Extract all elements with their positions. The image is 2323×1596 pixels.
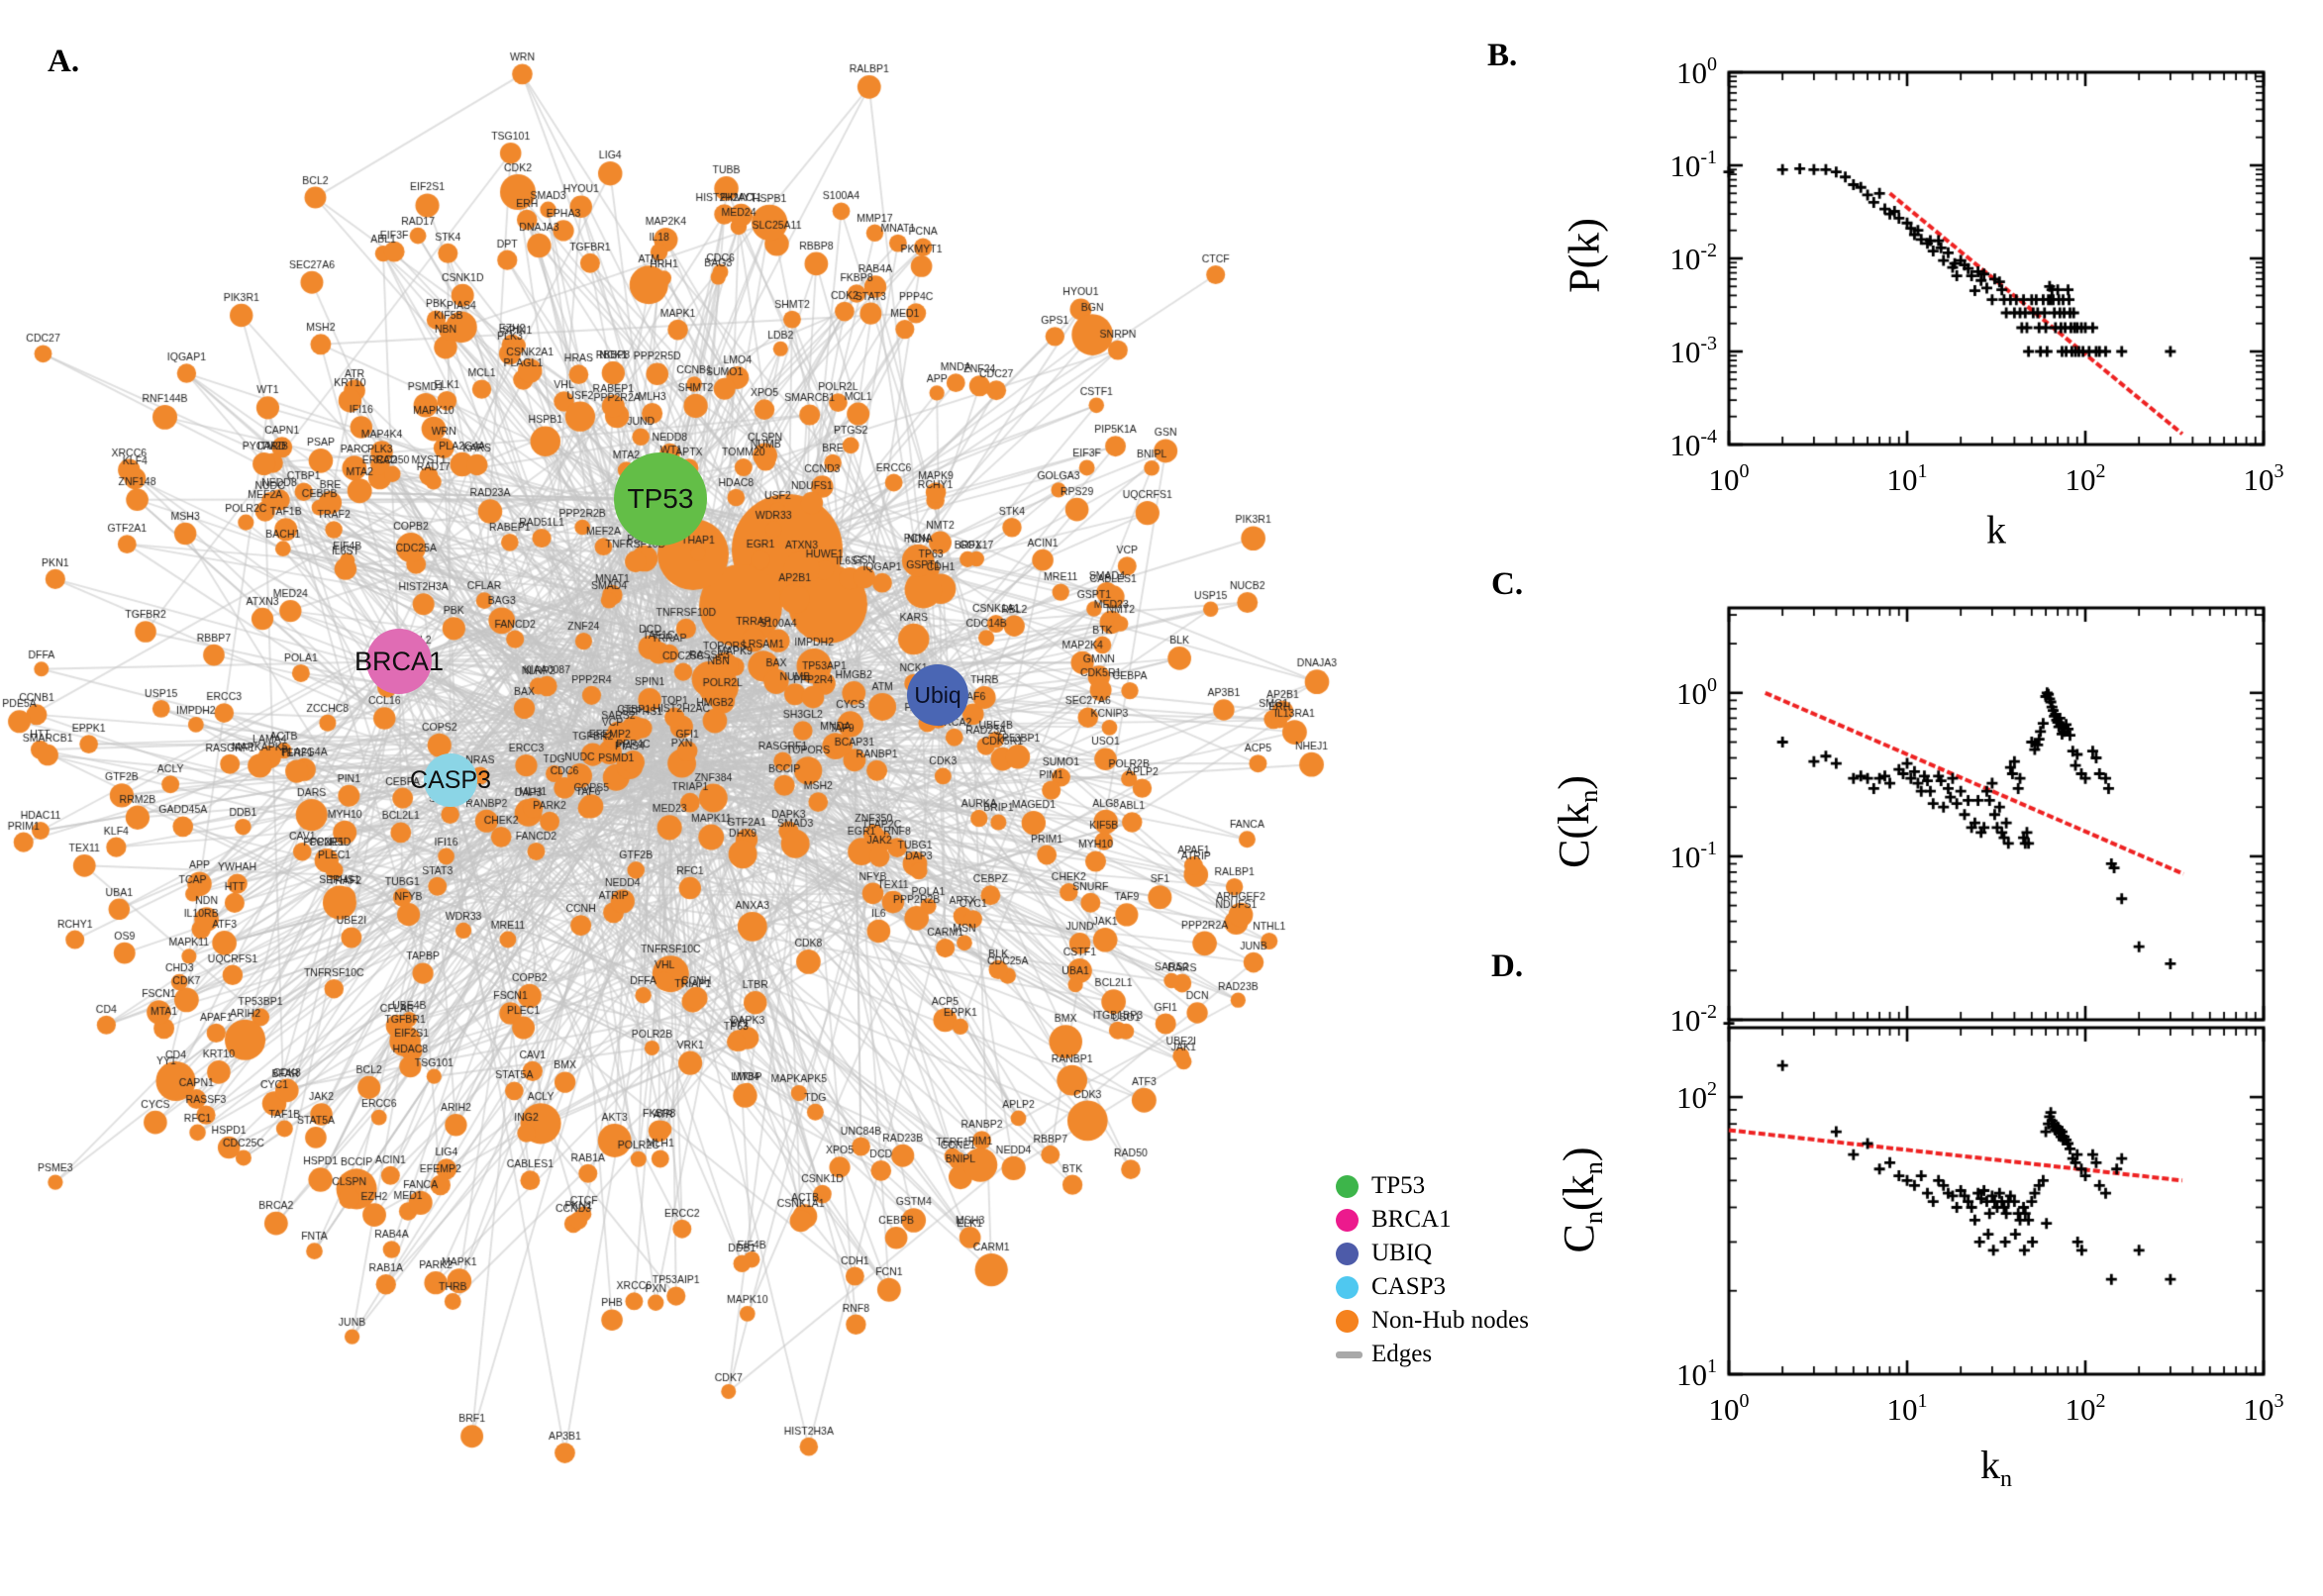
- hub-label-ubiq: Ubiq: [914, 681, 961, 708]
- cnkn-x-tick-label: 103: [2243, 1390, 2284, 1427]
- pk-x-axis-title: k: [1986, 507, 2006, 552]
- legend-swatch-nonhub-dot: [1336, 1309, 1359, 1333]
- hub-node-ubiq: Ubiq: [907, 664, 968, 726]
- hub-label-tp53: TP53: [627, 483, 694, 514]
- legend-swatch-edges-line: [1336, 1350, 1363, 1358]
- legend-label-casp3: CASP3: [1371, 1273, 1447, 1300]
- pk-y-tick-label: 10-2: [1669, 240, 1717, 276]
- legend-item-brca1: BRCA1: [1336, 1203, 1529, 1237]
- cnkn-y-tick-label: 102: [1676, 1078, 1717, 1116]
- legend-item-ubiq: UBIQ: [1336, 1237, 1529, 1270]
- network-legend: TP53 BRCA1 UBIQ CASP3 Non-Hub nodes Edges: [1336, 1169, 1529, 1371]
- hub-label-casp3: CASP3: [410, 765, 491, 794]
- pk-y-tick-label: 10-4: [1669, 426, 1717, 462]
- pk-y-tick-label: 10-1: [1669, 147, 1717, 183]
- hub-node-casp3: CASP3: [410, 753, 491, 807]
- panel-c-letter: C.: [1491, 566, 1524, 602]
- legend-item-nonhub: Non-Hub nodes: [1336, 1304, 1529, 1338]
- legend-swatch-tp53-dot: [1336, 1174, 1359, 1198]
- ckn-y-axis-title: C(kn): [1549, 775, 1604, 868]
- legend-label-edges: Edges: [1371, 1341, 1433, 1367]
- hub-node-tp53: TP53: [614, 452, 707, 546]
- cnkn-x-axis-title: kn: [1980, 1442, 2012, 1493]
- pk-y-tick-label: 10-3: [1669, 333, 1717, 369]
- hub-node-brca1: BRCA1: [354, 629, 444, 694]
- legend-label-ubiq: UBIQ: [1371, 1240, 1433, 1266]
- pk-y-tick-label: 100: [1676, 53, 1717, 90]
- ckn-y-tick-label: 10-1: [1669, 837, 1717, 874]
- legend-label-brca1: BRCA1: [1371, 1206, 1452, 1233]
- panel-a-letter: A.: [48, 44, 80, 79]
- pk-x-tick-label: 101: [1886, 460, 1928, 497]
- hub-label-brca1: BRCA1: [354, 646, 445, 676]
- panel-d-letter: D.: [1491, 948, 1524, 984]
- pk-y-axis-title: P(k): [1560, 218, 1609, 293]
- legend-item-edges: Edges: [1336, 1338, 1529, 1371]
- legend-swatch-casp3-dot: [1336, 1275, 1359, 1299]
- cnkn-x-tick-label: 101: [1886, 1390, 1928, 1427]
- legend-item-tp53: TP53: [1336, 1169, 1529, 1203]
- ckn-y-tick-label: 100: [1676, 673, 1717, 711]
- ckn-y-tick-label: 10-2: [1669, 1001, 1717, 1038]
- legend-swatch-ubiq-dot: [1336, 1242, 1359, 1265]
- cnkn-y-tick-label: 101: [1676, 1355, 1717, 1392]
- legend-label-tp53: TP53: [1371, 1172, 1426, 1199]
- legend-label-nonhub: Non-Hub nodes: [1371, 1307, 1530, 1334]
- panel-b-letter: B.: [1487, 38, 1518, 73]
- legend-swatch-brca1-dot: [1336, 1208, 1359, 1232]
- pk-x-tick-label: 100: [1708, 460, 1750, 497]
- cnkn-x-tick-label: 100: [1708, 1390, 1750, 1427]
- cnkn-x-tick-label: 102: [2065, 1390, 2106, 1427]
- pk-x-tick-label: 103: [2243, 460, 2284, 497]
- pk-x-tick-label: 102: [2065, 460, 2106, 497]
- cnkn-y-axis-title: Cn(kn): [1554, 1147, 1609, 1253]
- legend-item-casp3: CASP3: [1336, 1270, 1529, 1304]
